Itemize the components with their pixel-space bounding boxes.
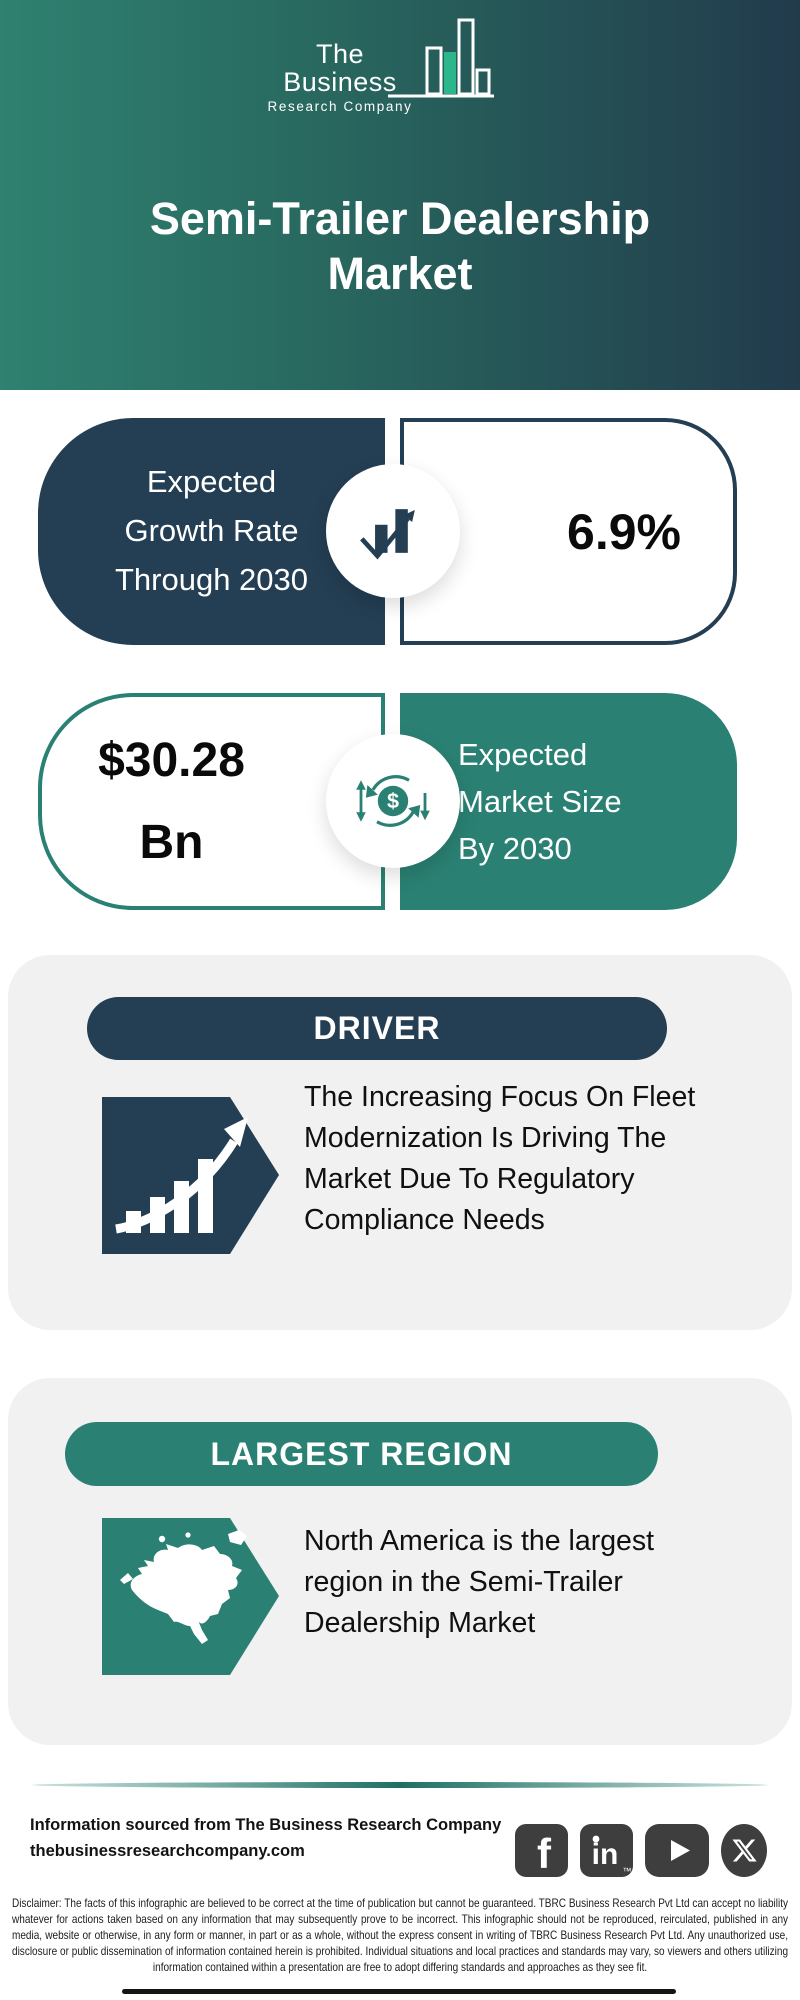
driver-header-pill: DRIVER [87,997,667,1060]
growth-rate-value: 6.9% [567,503,681,560]
market-size-value: $30.28 Bn [98,733,245,869]
page-title-line1: Semi-Trailer Dealership [149,193,651,244]
growth-rate-stat: Expected Growth Rate Through 2030 6.9% [0,418,800,645]
company-logo-text: The Business Research Company [256,40,424,114]
logo-subname: Research Company [267,98,413,114]
market-size-stat: $30.28 Bn Expected Market Size By 2030 $ [0,693,800,910]
youtube-icon[interactable] [645,1824,709,1877]
x-icon[interactable] [721,1824,767,1877]
svg-text:in: in [592,1838,619,1871]
logo-name: The Business [283,39,397,98]
bar-chart-trend-up-icon [360,509,415,560]
facebook-icon[interactable]: f [515,1824,568,1877]
region-text: North America is the largest region in t… [304,1525,655,1640]
page-title-line2: Market [327,247,473,299]
region-title: LARGEST REGION [210,1435,513,1472]
linkedin-icon[interactable]: in ™ [580,1824,633,1877]
region-header-pill: LARGEST REGION [65,1422,658,1486]
disclaimer-text: Disclaimer: The facts of this infographi… [12,1896,789,1974]
dollar-exchange-icon: $ [356,775,430,827]
social-links: f in ™ [515,1824,767,1877]
page-title: Semi-Trailer Dealership Market [0,192,800,302]
footer-divider [32,1782,768,1788]
largest-region-card: LARGEST REGION North America is the larg… [8,1378,792,1745]
north-america-map-icon [102,1518,279,1675]
home-indicator-bar [122,1989,676,1994]
bar-chart-logo [388,18,494,98]
driver-title: DRIVER [313,1010,441,1046]
driver-card: DRIVER The Increasing Focus On Fleet Mod… [8,955,792,1330]
source-url: thebusinessresearchcompany.com [30,1842,305,1860]
company-logo: The Business Research Company [256,14,496,114]
driver-text: The Increasing Focus On Fleet Modernizat… [304,1081,696,1237]
svg-text:$: $ [387,788,399,813]
source-text: Information sourced from The Business Re… [30,1816,502,1834]
growth-arrow-pentagon-icon [102,1097,279,1254]
growth-icon-badge [326,464,460,598]
market-size-label: Expected Market Size By 2030 [458,736,622,867]
growth-rate-label: Expected Growth Rate Through 2030 [114,464,309,597]
svg-text:™: ™ [623,1866,632,1876]
svg-text:f: f [537,1830,552,1877]
market-size-icon-badge: $ [326,734,460,868]
header-banner: The Business Research Company Semi-Trail… [0,0,800,390]
